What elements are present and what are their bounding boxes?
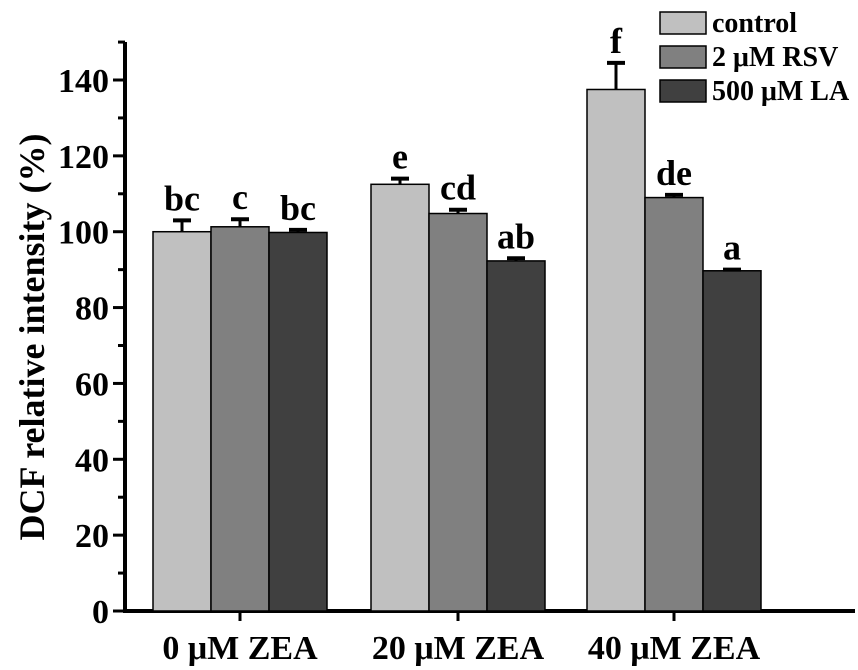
legend-label: 2 μM RSV (712, 42, 838, 73)
legend-swatch (659, 11, 707, 35)
significance-label: ab (497, 216, 535, 256)
y-tick-label: 0 (92, 594, 109, 631)
plot-area: 0 20 40 60 80 100 120 140 0 μM ZEA bc c bc 20 μM ZEA… (58, 21, 855, 667)
bar (702, 270, 762, 612)
significance-label: c (232, 177, 248, 217)
bar (586, 88, 646, 612)
bar (370, 183, 430, 612)
significance-label: a (723, 228, 741, 268)
y-tick-label: 140 (58, 63, 109, 100)
significance-label: f (610, 21, 623, 61)
legend-label: control (712, 8, 797, 39)
y-tick-label: 40 (75, 442, 109, 479)
significance-label: e (392, 137, 408, 177)
y-axis-label: DCF relative intensity (%) (12, 134, 52, 541)
bar (210, 226, 270, 612)
significance-label: cd (440, 168, 476, 208)
significance-label: bc (280, 188, 316, 228)
legend-swatch (659, 45, 707, 69)
y-tick-label: 100 (58, 215, 109, 252)
significance-label: de (656, 153, 692, 193)
bar (152, 230, 212, 612)
bar (486, 260, 546, 612)
bar (644, 196, 704, 612)
bar (428, 212, 488, 612)
y-tick-label: 80 (75, 291, 109, 328)
x-tick-label: 40 μM ZEA (588, 630, 761, 667)
legend-label: 500 μM LA (712, 76, 850, 107)
y-tick-label: 120 (58, 139, 109, 176)
x-tick-label: 0 μM ZEA (162, 630, 318, 667)
x-tick-label: 20 μM ZEA (372, 630, 545, 667)
legend-swatch (659, 79, 707, 103)
y-tick-label: 20 (75, 518, 109, 555)
bar (268, 231, 328, 612)
significance-label: bc (164, 178, 200, 218)
y-tick-label: 60 (75, 366, 109, 403)
